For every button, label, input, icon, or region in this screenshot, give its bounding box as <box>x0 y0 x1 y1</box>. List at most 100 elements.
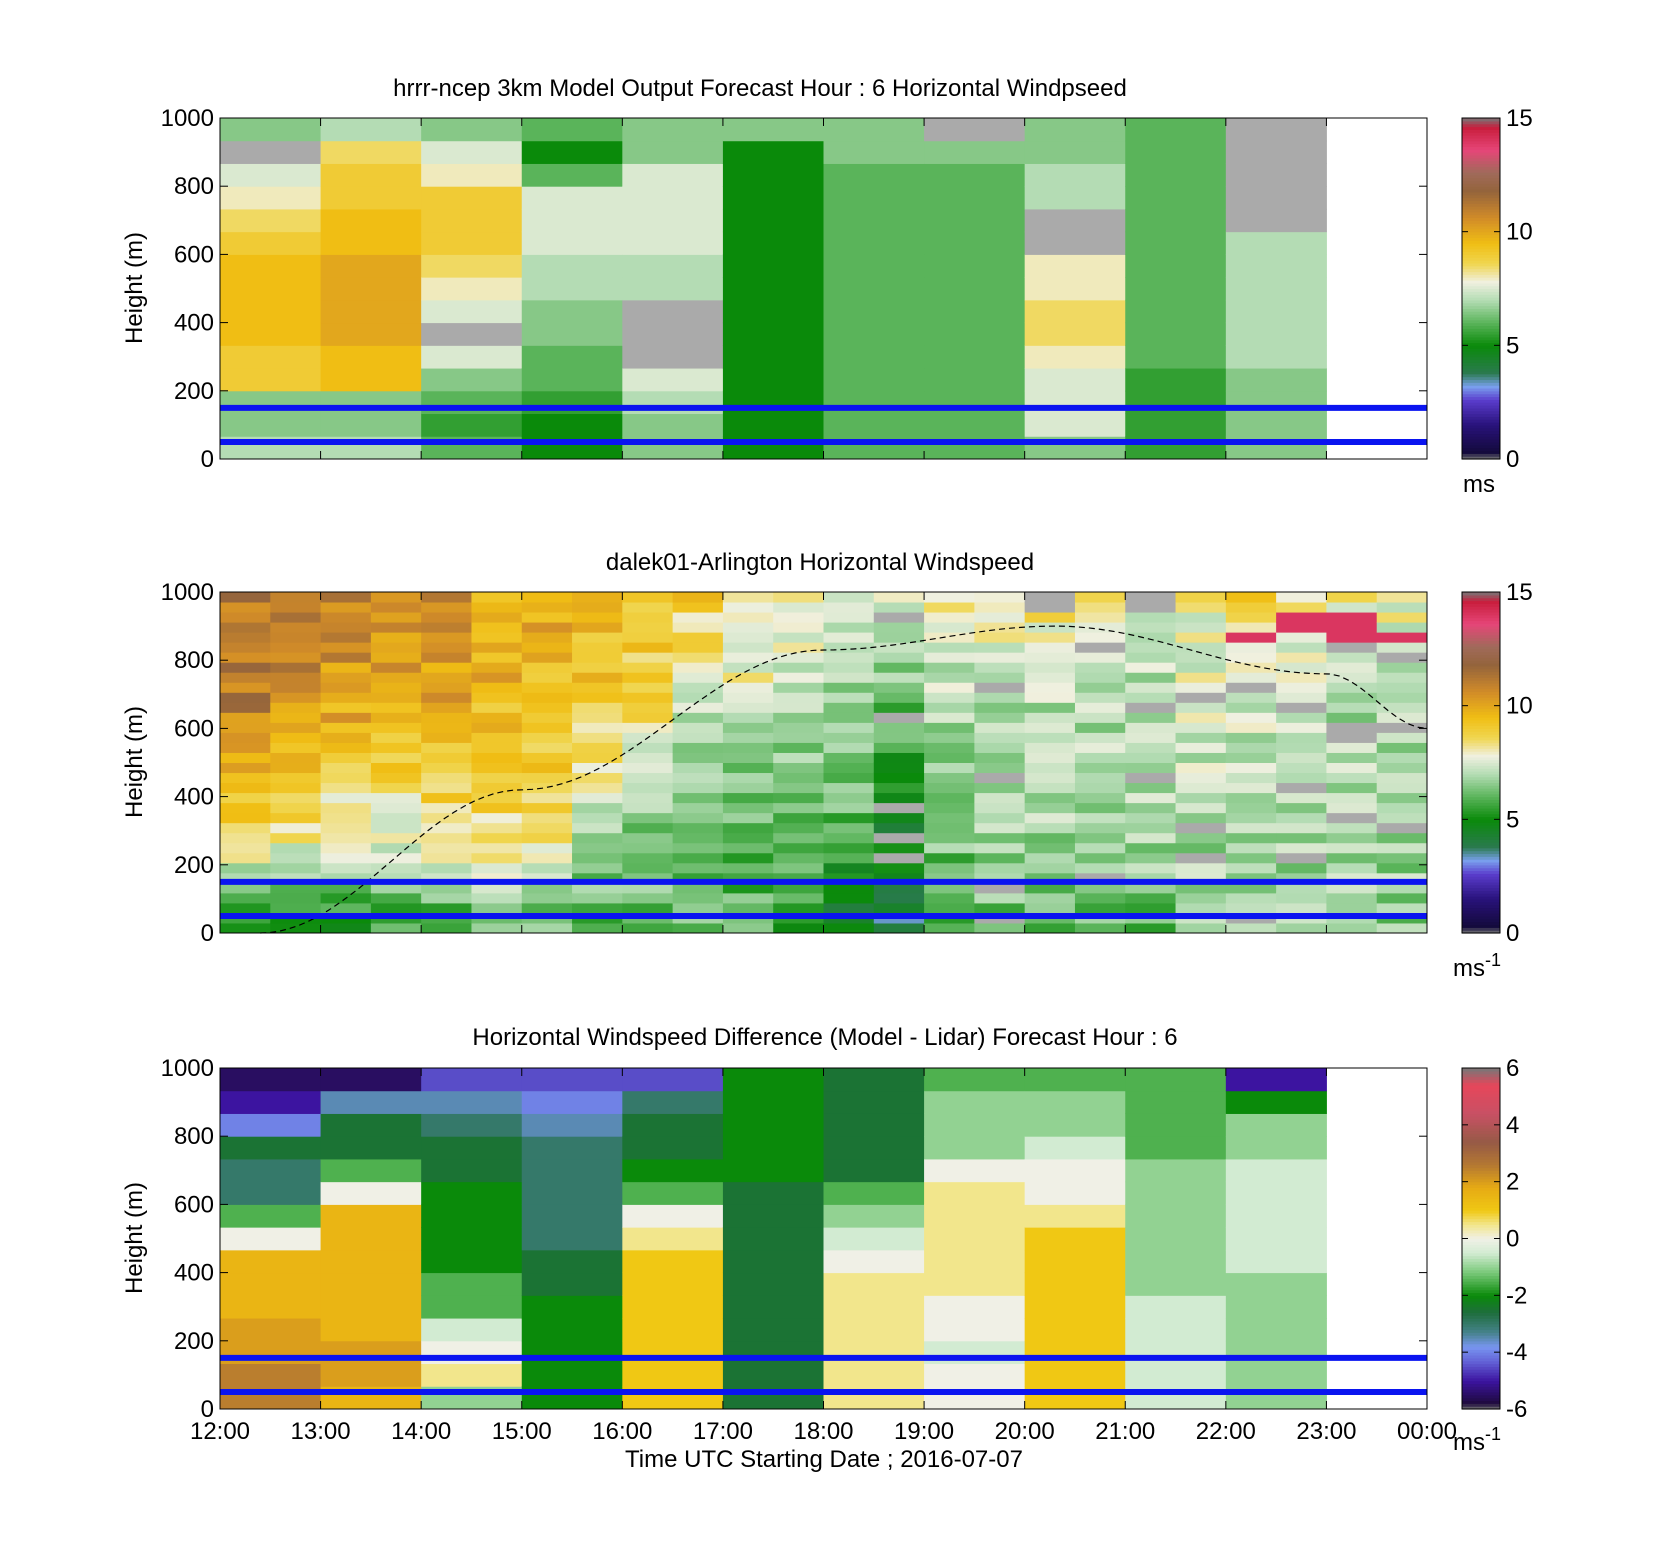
heatmap-cell <box>1276 652 1327 663</box>
heatmap-cell <box>521 802 573 814</box>
heatmap-cell <box>722 345 824 369</box>
heatmap-cell <box>974 602 1026 613</box>
heatmap-cell <box>1376 802 1428 814</box>
lidar-reference-lines <box>220 878 1427 919</box>
heatmap-cell <box>572 892 623 904</box>
colorbar-segment <box>1462 180 1500 184</box>
colorbar-segment <box>1462 745 1500 749</box>
heatmap-cell <box>823 772 875 784</box>
heatmap-cell <box>320 852 372 864</box>
difference-panel: Horizontal Windspeed Difference (Model -… <box>121 1024 1527 1473</box>
heatmap-cell <box>622 742 674 753</box>
colorbar-segment <box>1462 319 1500 324</box>
heatmap-cell <box>873 652 925 663</box>
heatmap-cell <box>974 792 1026 804</box>
colorbar-segment <box>1462 671 1500 676</box>
heatmap-cell <box>1074 772 1126 784</box>
heatmap-cell <box>672 602 724 613</box>
heatmap-cell <box>974 762 1026 774</box>
colorbar-segment <box>1462 762 1500 766</box>
heatmap-cell <box>773 622 824 633</box>
colorbar-segment <box>1462 1264 1500 1268</box>
heatmap-cell <box>823 163 925 187</box>
heatmap-cell <box>1376 652 1428 663</box>
heatmap-cell <box>622 277 724 301</box>
colorbar-segment <box>1462 441 1500 446</box>
heatmap-cell <box>421 345 523 369</box>
heatmap-cell <box>622 602 674 613</box>
heatmap-cell <box>722 231 824 255</box>
heatmap-cell <box>320 732 372 743</box>
heatmap-cell <box>974 922 1026 934</box>
heatmap-cell <box>672 612 724 623</box>
colorbar-segment <box>1462 444 1500 449</box>
heatmap-cell <box>521 1295 623 1319</box>
heatmap-cell <box>421 732 472 743</box>
heatmap-cell <box>1225 1318 1327 1342</box>
heatmap-cell <box>572 852 623 864</box>
heatmap-cell <box>1125 1272 1227 1296</box>
heatmap-cell <box>521 652 573 663</box>
heatmap-cell <box>722 1227 824 1251</box>
heatmap-cell <box>1175 632 1227 643</box>
heatmap-cell <box>1225 254 1327 278</box>
heatmap-cell <box>722 902 774 914</box>
heatmap-cell <box>823 118 925 142</box>
x-tick-label: 12:00 <box>190 1418 250 1445</box>
heatmap-cell <box>1125 118 1227 142</box>
heatmap-cell <box>873 792 925 804</box>
heatmap-cell <box>1326 862 1378 874</box>
colorbar-segment <box>1462 1332 1500 1336</box>
heatmap-cell <box>1225 322 1327 346</box>
heatmap-cell <box>873 712 925 723</box>
heatmap-cell <box>1326 742 1378 753</box>
heatmap-cell <box>823 682 875 693</box>
colorbar-segment <box>1462 773 1500 778</box>
heatmap-cell <box>370 842 422 854</box>
heatmap-cell <box>320 752 372 763</box>
heatmap-cell <box>1024 612 1076 623</box>
colorbar-segment <box>1462 126 1500 130</box>
heatmap-cell <box>220 682 271 693</box>
colorbar-segment <box>1462 1374 1500 1379</box>
colorbar-segment <box>1462 1198 1500 1203</box>
heatmap-cell <box>320 622 372 633</box>
heatmap-cell <box>370 812 422 824</box>
heatmap-cell <box>1125 852 1177 864</box>
heatmap-cell <box>773 652 824 663</box>
colorbar-segment <box>1462 243 1500 247</box>
colorbar-segment <box>1462 302 1500 307</box>
heatmap-cell <box>421 322 523 346</box>
heatmap-cell <box>1175 692 1227 703</box>
heatmap-cell <box>823 742 875 753</box>
y-tick-label: 200 <box>174 1328 214 1355</box>
colorbar-segment <box>1462 1187 1500 1191</box>
colorbar-segment <box>1462 876 1500 880</box>
heatmap-cell <box>622 1363 724 1387</box>
heatmap-cell <box>270 692 322 703</box>
heatmap-cell <box>873 752 925 763</box>
heatmap-cell <box>1125 186 1227 210</box>
heatmap-cell <box>823 345 925 369</box>
colorbar-segment <box>1462 751 1500 755</box>
heatmap-cell <box>370 752 422 763</box>
heatmap-cell <box>521 277 623 301</box>
heatmap-cell <box>1024 742 1076 753</box>
heatmap-cell <box>220 1090 322 1114</box>
colorbar-segment <box>1462 896 1500 900</box>
colorbar-tick-label: 6 <box>1506 1055 1519 1082</box>
heatmap-cell <box>622 1318 724 1342</box>
heatmap-cell <box>622 752 674 763</box>
heatmap-cell <box>722 812 774 824</box>
heatmap-cell <box>1074 592 1126 603</box>
colorbar-segment <box>1462 1099 1500 1103</box>
heatmap-cell <box>521 922 573 934</box>
y-tick-label: 0 <box>201 446 214 473</box>
lidar-unit-base: ms <box>1453 955 1485 982</box>
heatmap-cell <box>421 632 472 643</box>
heatmap-cell <box>873 692 925 703</box>
heatmap-cell <box>622 208 724 233</box>
colorbar-segment <box>1462 399 1500 403</box>
heatmap-cell <box>622 368 724 392</box>
heatmap-cell <box>421 299 523 324</box>
